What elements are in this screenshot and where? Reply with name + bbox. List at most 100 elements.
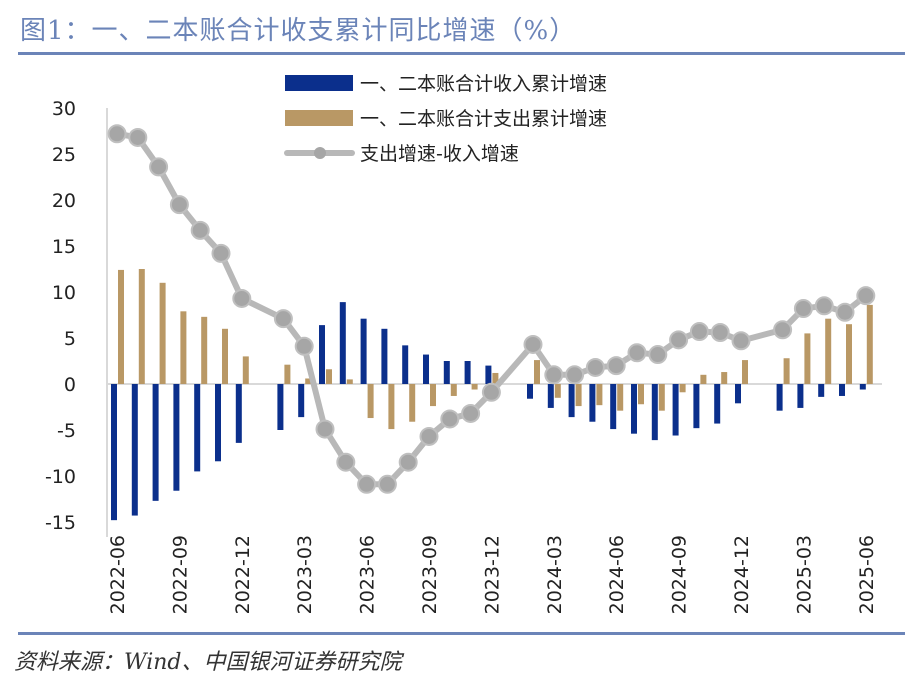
x-tick-label: 2023-12: [481, 535, 503, 614]
diff-point: [398, 452, 418, 472]
expenditure-bar: [222, 328, 228, 384]
expenditure-bar: [658, 384, 665, 411]
expenditure-bar: [846, 324, 852, 384]
income-bar: [381, 328, 388, 384]
expenditure-bar: [180, 311, 187, 384]
expenditure-bar: [430, 384, 436, 407]
expenditure-bar: [638, 384, 644, 405]
income-bar: [235, 384, 242, 443]
diff-point: [211, 243, 231, 263]
y-tick-label: 20: [52, 190, 76, 212]
income-bar: [818, 384, 825, 397]
x-tick-label: 2022-06: [107, 535, 129, 614]
income-bar: [131, 384, 138, 516]
diff-point: [814, 296, 834, 316]
income-bar: [173, 384, 180, 491]
diff-point: [627, 343, 647, 363]
expenditure-bar: [679, 384, 686, 393]
diff-point: [357, 474, 377, 494]
x-tick-label: 2024-12: [731, 535, 753, 614]
expenditure-bar: [242, 356, 249, 384]
income-bar: [547, 384, 554, 408]
income-bar: [672, 384, 679, 436]
income-bar: [651, 384, 658, 441]
legend-label: 一、二本账合计支出累计增速: [360, 108, 607, 130]
source-rule: [18, 632, 905, 635]
diff-point: [523, 334, 543, 354]
expenditure-bar: [471, 384, 478, 390]
diff-point: [565, 365, 585, 385]
source-note: 资料来源：Wind、中国银河证券研究院: [14, 650, 402, 675]
income-bar: [339, 302, 346, 384]
expenditure-bar: [700, 374, 707, 384]
legend-label: 支出增速-收入增速: [360, 143, 519, 165]
diff-point: [461, 403, 481, 423]
diff-point: [648, 345, 668, 365]
income-bar: [464, 361, 471, 384]
income-bar: [714, 384, 721, 424]
y-tick-label: -5: [57, 420, 76, 442]
expenditure-bar: [742, 360, 748, 384]
income-bar: [215, 384, 221, 462]
expenditure-bar: [596, 384, 603, 406]
expenditure-bar: [804, 333, 811, 384]
income-bar: [423, 354, 429, 384]
expenditure-bar: [326, 369, 332, 384]
expenditure-bar: [721, 372, 728, 384]
y-tick-label: 0: [64, 374, 76, 396]
y-tick-label: 10: [52, 282, 76, 304]
diff-point: [336, 452, 356, 472]
income-bar: [152, 384, 159, 501]
income-bar: [319, 325, 325, 384]
diff-point: [128, 127, 148, 147]
diff-point: [419, 426, 439, 446]
expenditure-bar: [825, 318, 832, 384]
diff-point: [294, 336, 314, 356]
expenditure-bar: [159, 282, 166, 384]
income-bar: [631, 384, 637, 434]
x-tick-label: 2025-03: [793, 535, 815, 614]
diff-point: [481, 382, 501, 402]
income-bar: [797, 384, 804, 408]
income-bar: [589, 384, 596, 422]
x-tick-label: 2023-09: [419, 535, 441, 614]
diff-point: [669, 330, 689, 350]
income-bar: [859, 384, 866, 390]
diff-point: [773, 320, 793, 340]
expenditure-bar: [617, 384, 624, 411]
legend-marker-diff: [314, 147, 326, 159]
title-rule: [18, 52, 905, 55]
legend-swatch-expenditure: [285, 110, 353, 126]
expenditure-bar: [305, 378, 312, 384]
income-bar: [735, 384, 741, 404]
diff-point: [544, 365, 564, 385]
diff-point: [731, 331, 751, 351]
income-bar: [298, 384, 305, 418]
expenditure-bar: [492, 372, 499, 384]
diff-point: [856, 286, 876, 306]
income-bar: [527, 384, 533, 399]
y-tick-label: 25: [52, 144, 76, 166]
income-bar: [402, 345, 409, 384]
expenditure-bar: [866, 304, 873, 384]
income-bar: [111, 384, 117, 521]
diff-point: [440, 409, 460, 429]
y-tick-label: 5: [64, 328, 76, 350]
income-bar: [485, 365, 492, 384]
expenditure-bar: [201, 316, 208, 384]
expenditure-bar: [138, 269, 145, 384]
diff-point: [793, 299, 813, 319]
x-tick-label: 2023-06: [357, 535, 379, 614]
diff-point: [190, 220, 210, 240]
expenditure-bar: [450, 384, 457, 396]
legend-swatch-income: [285, 75, 353, 91]
income-bar: [693, 384, 700, 429]
diff-point: [585, 357, 605, 377]
x-tick-label: 2024-09: [669, 535, 691, 614]
diff-point: [169, 195, 189, 215]
expenditure-bar: [409, 384, 416, 422]
income-bar: [360, 318, 367, 384]
diff-point: [606, 356, 626, 376]
income-bar: [568, 384, 575, 418]
